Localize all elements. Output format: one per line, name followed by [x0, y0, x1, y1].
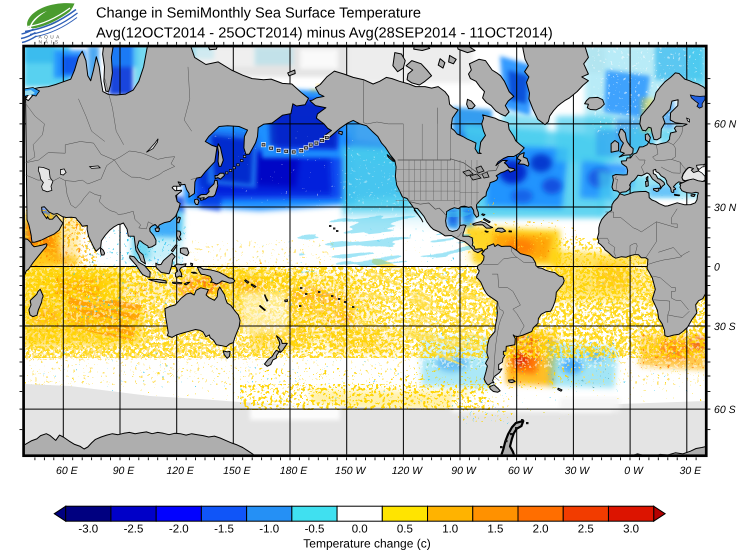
svg-text:120 W: 120 W: [392, 465, 423, 477]
svg-text:1.0: 1.0: [442, 524, 458, 536]
svg-text:1.5: 1.5: [487, 524, 503, 536]
svg-text:30 E: 30 E: [679, 465, 702, 477]
svg-text:60 S: 60 S: [714, 404, 736, 416]
svg-text:0 W: 0 W: [624, 465, 644, 477]
svg-text:30 S: 30 S: [714, 321, 736, 333]
svg-text:90 W: 90 W: [451, 465, 477, 477]
svg-text:-1.0: -1.0: [259, 524, 279, 536]
svg-text:-2.5: -2.5: [124, 524, 144, 536]
svg-text:-3.0: -3.0: [78, 524, 98, 536]
svg-text:30 N: 30 N: [714, 202, 737, 214]
svg-text:60 N: 60 N: [714, 119, 737, 131]
svg-text:2.5: 2.5: [578, 524, 594, 536]
svg-text:-1.5: -1.5: [214, 524, 234, 536]
svg-text:NAIS: NAIS: [39, 40, 61, 46]
svg-text:0.0: 0.0: [352, 524, 368, 536]
svg-text:150 W: 150 W: [335, 465, 366, 477]
svg-text:-2.0: -2.0: [169, 524, 189, 536]
svg-text:90 E: 90 E: [113, 465, 136, 477]
svg-text:2.0: 2.0: [533, 524, 549, 536]
svg-text:120 E: 120 E: [166, 465, 194, 477]
svg-text:0: 0: [714, 261, 720, 273]
svg-text:Change in SemiMonthly Sea Surf: Change in SemiMonthly Sea Surface Temper…: [96, 6, 421, 22]
svg-text:-0.5: -0.5: [305, 524, 325, 536]
svg-text:Temperature change (c): Temperature change (c): [303, 537, 430, 551]
svg-text:30 W: 30 W: [565, 465, 591, 477]
svg-text:AQUA: AQUA: [39, 35, 62, 41]
svg-text:60 W: 60 W: [508, 465, 534, 477]
svg-text:0.5: 0.5: [397, 524, 413, 536]
svg-text:150 E: 150 E: [223, 465, 251, 477]
svg-text:180 E: 180 E: [280, 465, 308, 477]
svg-text:60 E: 60 E: [56, 465, 79, 477]
svg-text:Avg(12OCT2014 - 25OCT2014) min: Avg(12OCT2014 - 25OCT2014) minus Avg(28S…: [96, 26, 553, 42]
svg-text:3.0: 3.0: [623, 524, 639, 536]
